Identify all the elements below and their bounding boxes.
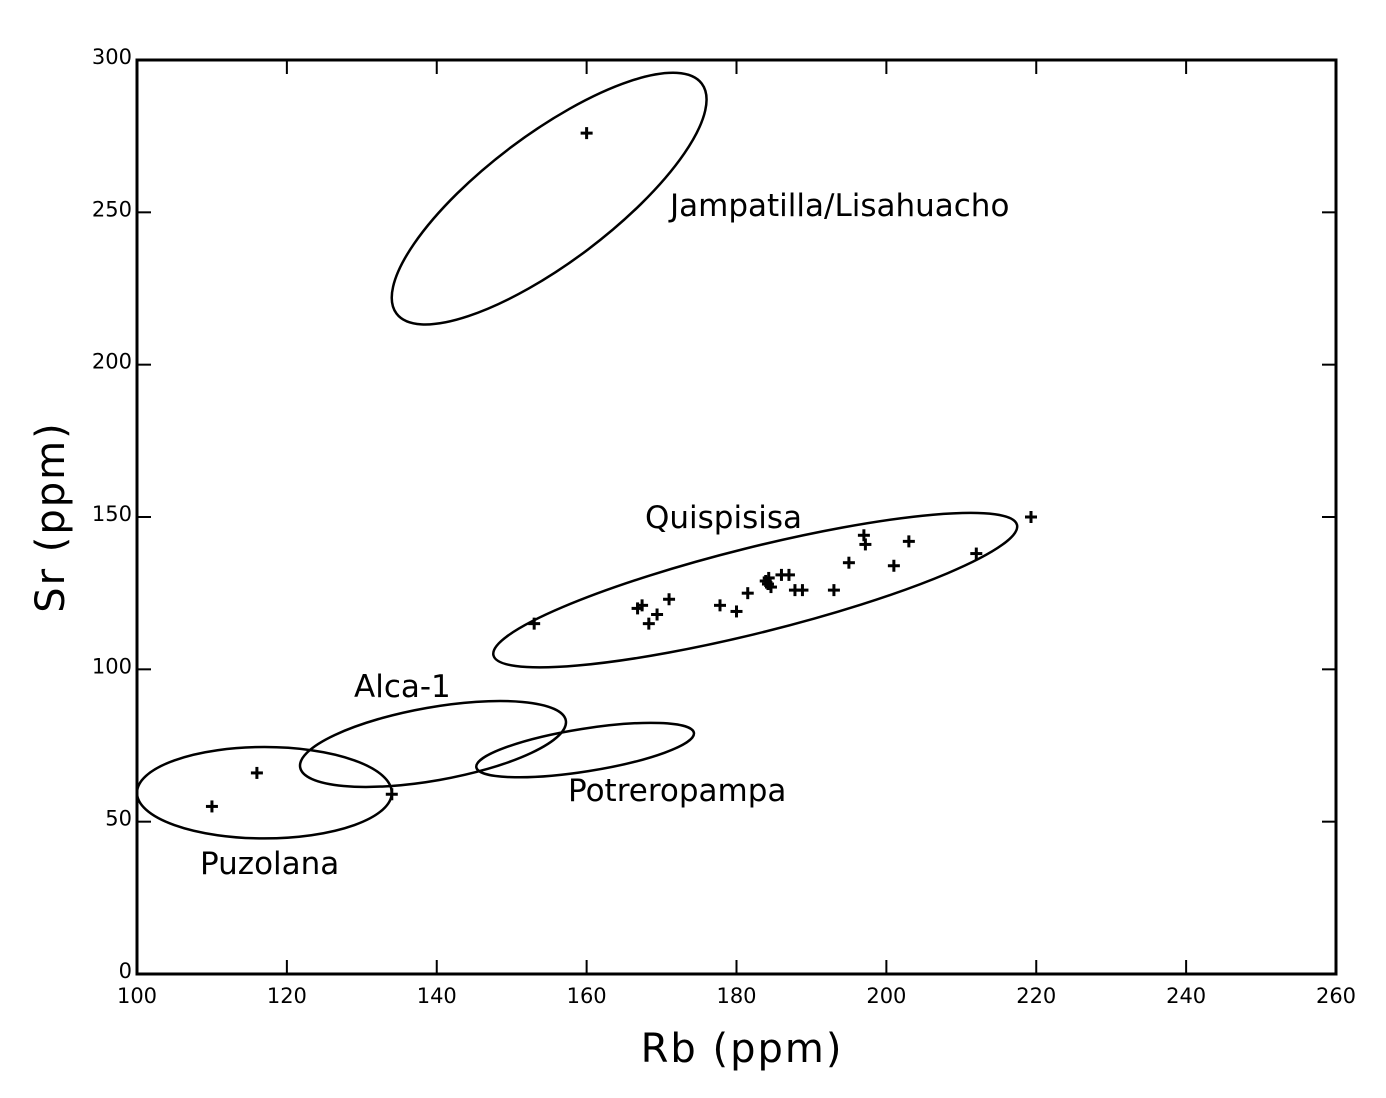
data-point	[663, 593, 676, 606]
x-tick-label: 160	[567, 984, 607, 1008]
group-ellipse-quispisisa	[492, 511, 1019, 669]
data-point	[205, 800, 218, 813]
data-point	[580, 127, 593, 140]
data-point	[1025, 511, 1038, 523]
y-tick-label: 100	[92, 654, 132, 678]
data-point	[842, 556, 855, 569]
x-tick-label: 140	[417, 984, 457, 1008]
data-point	[970, 547, 983, 560]
axis-ticks: 100 120 140 160 180 200 220 240 260 0 50 100 150 200 2…	[92, 45, 1356, 1008]
y-tick-label: 0	[119, 959, 132, 983]
x-tick-label: 260	[1316, 984, 1356, 1008]
data-point	[764, 581, 777, 594]
group-label-puzolana: Puzolana	[200, 846, 339, 882]
y-tick-label: 200	[92, 350, 132, 374]
data-point	[528, 617, 541, 630]
group-labels: Jampatilla/Lisahuacho Quispisisa Alca-1 …	[200, 188, 1009, 882]
data-point	[651, 608, 664, 621]
group-label-alca-1: Alca-1	[354, 669, 451, 705]
data-point	[385, 788, 398, 801]
data-point	[636, 599, 649, 612]
data-point	[642, 617, 655, 630]
group-ellipses	[135, 71, 1019, 840]
group-ellipse-puzolana	[135, 745, 394, 840]
data-point	[887, 559, 900, 572]
y-tick-label: 250	[92, 197, 132, 221]
group-label-jampatilla: Jampatilla/Lisahuacho	[668, 188, 1009, 224]
data-point	[796, 584, 809, 597]
data-points	[205, 127, 1038, 813]
data-point	[782, 568, 795, 581]
group-ellipse-jampatilla-lisahuacho	[390, 71, 708, 326]
y-axis-title: Sr (ppm)	[28, 421, 74, 613]
x-tick-label: 200	[866, 984, 906, 1008]
y-tick-label: 50	[105, 807, 132, 831]
data-point	[762, 571, 775, 584]
x-tick-label: 120	[267, 984, 307, 1008]
x-tick-label: 180	[716, 984, 756, 1008]
data-point	[250, 766, 263, 779]
group-ellipse-potreropampa	[475, 721, 696, 779]
data-point	[714, 599, 727, 612]
x-tick-label: 240	[1166, 984, 1206, 1008]
group-ellipse-alca-1	[298, 699, 568, 789]
data-point	[730, 605, 743, 618]
data-point	[859, 538, 872, 551]
y-tick-label: 300	[92, 45, 132, 69]
x-tick-label: 100	[117, 984, 157, 1008]
x-tick-label: 220	[1016, 984, 1056, 1008]
data-point	[902, 535, 915, 548]
group-label-potreropampa: Potreropampa	[568, 773, 786, 809]
data-point	[741, 587, 754, 600]
group-label-quispisisa: Quispisisa	[645, 500, 802, 536]
data-point	[827, 584, 840, 597]
x-axis-title: Rb (ppm)	[641, 1026, 844, 1072]
y-tick-label: 150	[92, 502, 132, 526]
